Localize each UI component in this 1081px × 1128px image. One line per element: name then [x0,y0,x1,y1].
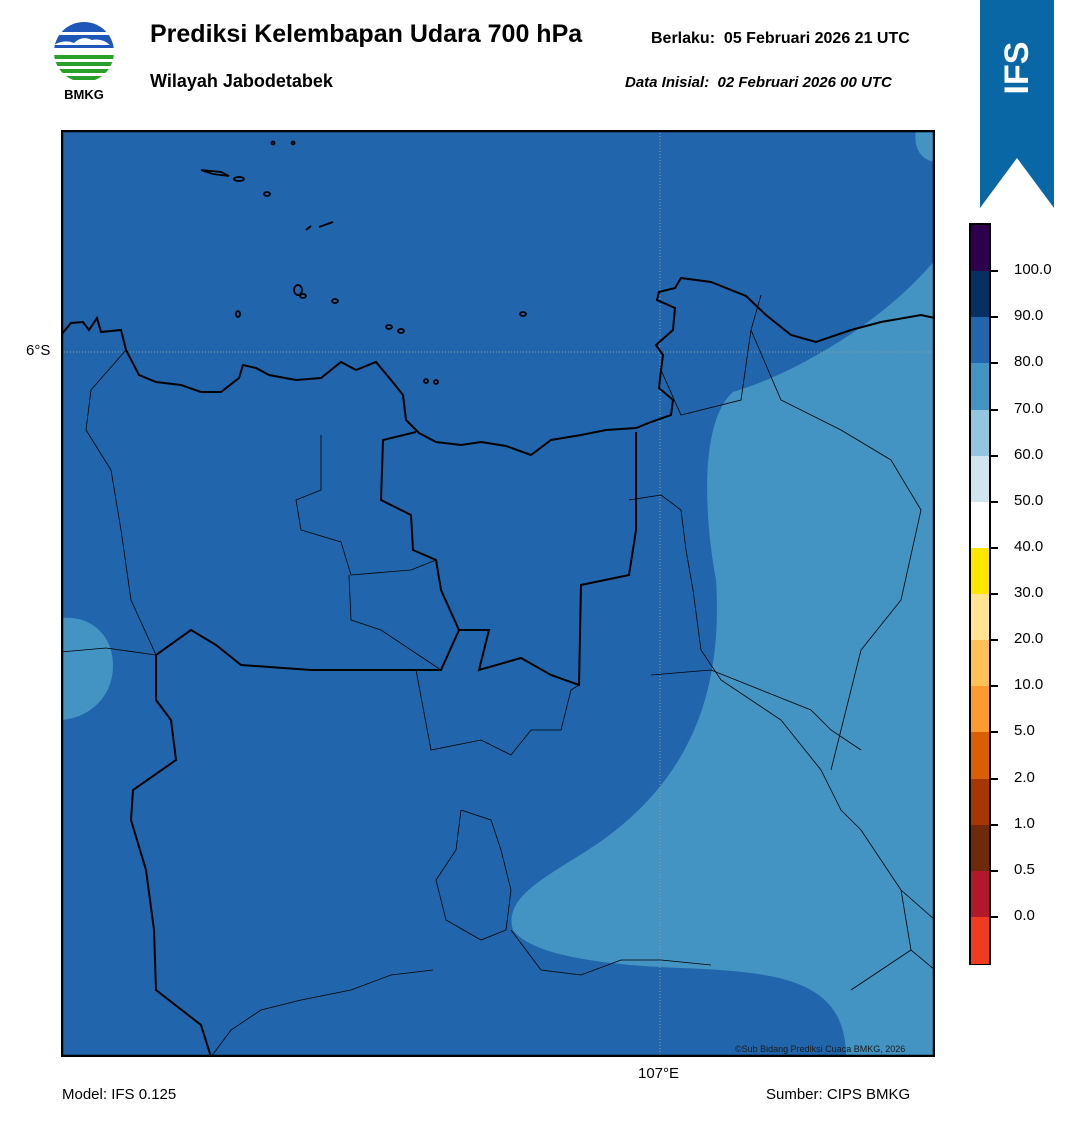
map-credit: ©Sub Bidang Prediksi Cuaca BMKG, 2026 [735,1044,906,1054]
colorbar-segment [971,916,989,964]
colorbar-segment [971,640,989,687]
colorbar-tick [991,546,998,549]
colorbar-segment [971,686,989,733]
colorbar-tick [991,915,998,918]
colorbar-tick-label: 100.0 [1014,261,1052,279]
colorbar-segment [971,225,989,272]
colorbar-tick-label: 50.0 [1014,491,1044,509]
colorbar-tick [991,593,998,595]
colorbar-segment [971,363,989,410]
colorbar-tick [991,500,998,503]
colorbar-tick [991,777,998,780]
colorbar-segment [971,870,989,918]
band-70-80-corner [915,130,935,162]
colorbar-tick-label: 5.0 [1014,722,1035,740]
colorbar-tick [991,454,998,457]
colorbar-tick-label: 30.0 [1014,584,1044,601]
colorbar-tick-label: 1.0 [1014,814,1035,832]
thousand-islands [200,140,527,385]
colorbar-tick [991,316,998,319]
valid-time: Berlaku: 05 Februari 2026 21 UTC [651,30,910,48]
lon-label: 107°E [638,1065,680,1082]
colorbar-segment [971,732,989,779]
colorbar-segment [971,455,989,503]
logo-label: BMKG [64,87,104,102]
colorbar-tick-label: 90.0 [1014,307,1044,325]
colorbar-segment [971,317,989,364]
colorbar-segment [971,547,989,595]
source-info: Sumber: CIPS BMKG [766,1086,911,1103]
lat-label: 6°S [26,342,51,359]
bmkg-logo: BMKG [48,18,120,104]
colorbar-tick [991,362,998,365]
colorbar-segment [971,501,989,549]
colorbar-tick [991,408,998,411]
colorbar-segment [971,594,989,641]
bmkg-emblem-icon [54,22,114,82]
colorbar-tick-label: 80.0 [1014,353,1044,371]
band-70-80-west [61,617,113,720]
colorbar-tick-label: 0.5 [1014,860,1035,878]
colorbar-tick-label: 60.0 [1014,445,1044,463]
init-value: 02 Februari 2026 00 UTC [717,74,892,91]
coastline [61,276,935,457]
colorbar-tick-label: 10.0 [1014,676,1044,694]
init-label: Data Inisial: [625,74,710,91]
ribbon-label: IFS [998,42,1036,95]
ribbon-label-svg: IFS [998,42,1036,95]
colorbar-tick-label: 20.0 [1014,630,1044,648]
colorbar-tick [991,685,998,688]
colorbar-tick [991,270,998,273]
humidity-map [61,130,935,1057]
page-title: Prediksi Kelembapan Udara 700 hPa [150,20,583,48]
colorbar-tick [991,639,998,642]
colorbar-segment [971,778,989,826]
colorbar-segment [971,824,989,872]
valid-value: 05 Februari 2026 21 UTC [723,30,910,47]
region-subtitle: Wilayah Jabodetabek [150,71,333,91]
colorbar-tick-label: 2.0 [1014,768,1035,786]
colorbar-tick-label: 40.0 [1014,537,1044,555]
ifs-ribbon [980,0,1054,208]
colorbar-tick [991,731,998,734]
colorbar-tick [991,869,998,872]
colorbar-tick-label: 0.0 [1014,906,1035,924]
colorbar-tick [991,823,998,826]
ribbon-shape [980,0,1054,208]
banten-boundary [129,628,460,1057]
colorbar-segment [971,409,989,457]
init-time: Data Inisial: 02 Februari 2026 00 UTC [625,74,892,91]
valid-label: Berlaku: [651,30,716,47]
colorbar [969,223,991,965]
model-info: Model: IFS 0.125 [62,1086,177,1103]
colorbar-segment [971,271,989,318]
colorbar-tick-label: 70.0 [1014,399,1044,417]
dki-boundary [379,431,637,687]
band-70-80-east [511,260,935,1057]
map-frame [61,130,935,1057]
regency-boundaries [61,294,935,1057]
